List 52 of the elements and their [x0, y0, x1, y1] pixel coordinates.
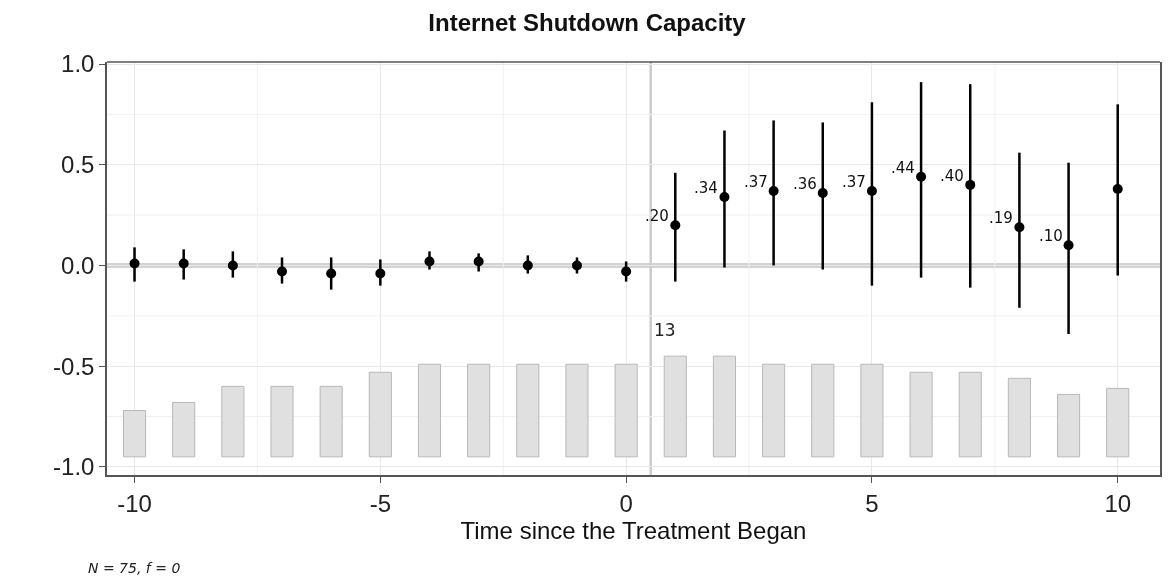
bar	[270, 385, 294, 458]
y-tick-label: 0.5	[61, 151, 95, 179]
y-tick-label: 1.0	[61, 50, 95, 78]
point	[1112, 183, 1123, 194]
point	[571, 260, 582, 271]
x-tick-label: 5	[865, 489, 879, 517]
bar	[319, 385, 343, 458]
point	[227, 260, 238, 271]
data-label: .20	[645, 207, 669, 225]
x-axis-title: Time since the Treatment Began	[460, 516, 807, 544]
bar	[958, 371, 982, 458]
point	[178, 258, 189, 269]
bar	[221, 385, 245, 458]
y-tick-label: -1.0	[53, 453, 95, 481]
data-label: .36	[793, 175, 817, 193]
data-label: .37	[842, 173, 866, 191]
x-tick-label: -10	[117, 489, 152, 517]
data-label: .19	[989, 209, 1013, 227]
chart-title: Internet Shutdown Capacity	[428, 9, 747, 37]
bar	[172, 401, 196, 458]
point	[129, 258, 140, 269]
point	[768, 185, 779, 196]
data-label: .34	[694, 179, 718, 197]
point	[326, 268, 337, 279]
point	[522, 260, 533, 271]
point	[424, 256, 435, 267]
bar	[1007, 377, 1031, 458]
x-tick-label: 0	[619, 489, 633, 517]
point	[916, 171, 927, 182]
data-label: .10	[1039, 227, 1063, 245]
x-tick-label: 10	[1104, 489, 1132, 517]
annotation: 13	[654, 320, 676, 340]
point	[965, 179, 976, 190]
data-label: .44	[891, 159, 915, 177]
point	[277, 266, 288, 277]
point	[621, 266, 632, 277]
point	[1014, 222, 1025, 233]
point	[670, 220, 681, 231]
text: N = 75, f = 0	[88, 560, 181, 576]
bar	[909, 371, 933, 458]
data-label: .40	[940, 167, 964, 185]
point	[375, 268, 386, 279]
point	[719, 191, 730, 202]
x-tick-label: -5	[369, 489, 391, 517]
point	[473, 256, 484, 267]
bar	[1057, 393, 1081, 458]
point	[866, 185, 877, 196]
y-tick-label: 0.0	[61, 251, 95, 279]
data-label: .37	[744, 173, 768, 191]
point	[817, 187, 828, 198]
point	[1063, 240, 1074, 251]
y-tick-label: -0.5	[53, 352, 95, 380]
